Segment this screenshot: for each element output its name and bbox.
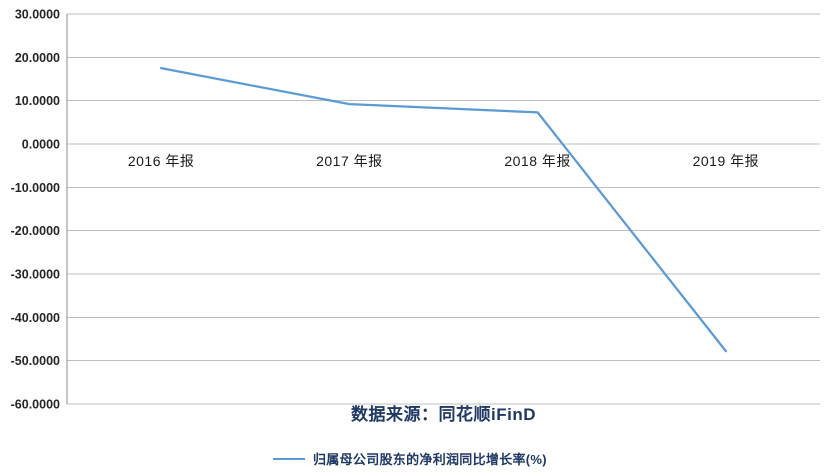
y-tick-label: -50.0000 [11,354,60,368]
x-category-label: 2018 年报 [504,153,571,169]
y-tick-label: 30.0000 [15,8,60,22]
data-source-caption: 数据来源：同花顺iFinD [351,405,536,424]
y-tick-label: -40.0000 [11,311,60,325]
y-tick-label: -20.0000 [11,224,60,238]
x-category-label: 2016 年报 [128,153,195,169]
x-category-label: 2019 年报 [693,153,760,169]
y-tick-label: -30.0000 [11,268,60,282]
x-category-label: 2017 年报 [316,153,383,169]
chart-legend: 归属母公司股东的净利润同比增长率(%) [273,449,547,468]
y-tick-label: -10.0000 [11,181,60,195]
y-tick-label: 20.0000 [15,51,60,65]
legend-line-sample [273,457,305,460]
y-tick-label: 0.0000 [22,138,60,152]
legend-series-label: 归属母公司股东的净利润同比增长率(%) [313,452,547,467]
y-tick-label: 10.0000 [15,94,60,108]
series-line [160,67,727,353]
y-tick-label: -60.0000 [11,398,60,412]
